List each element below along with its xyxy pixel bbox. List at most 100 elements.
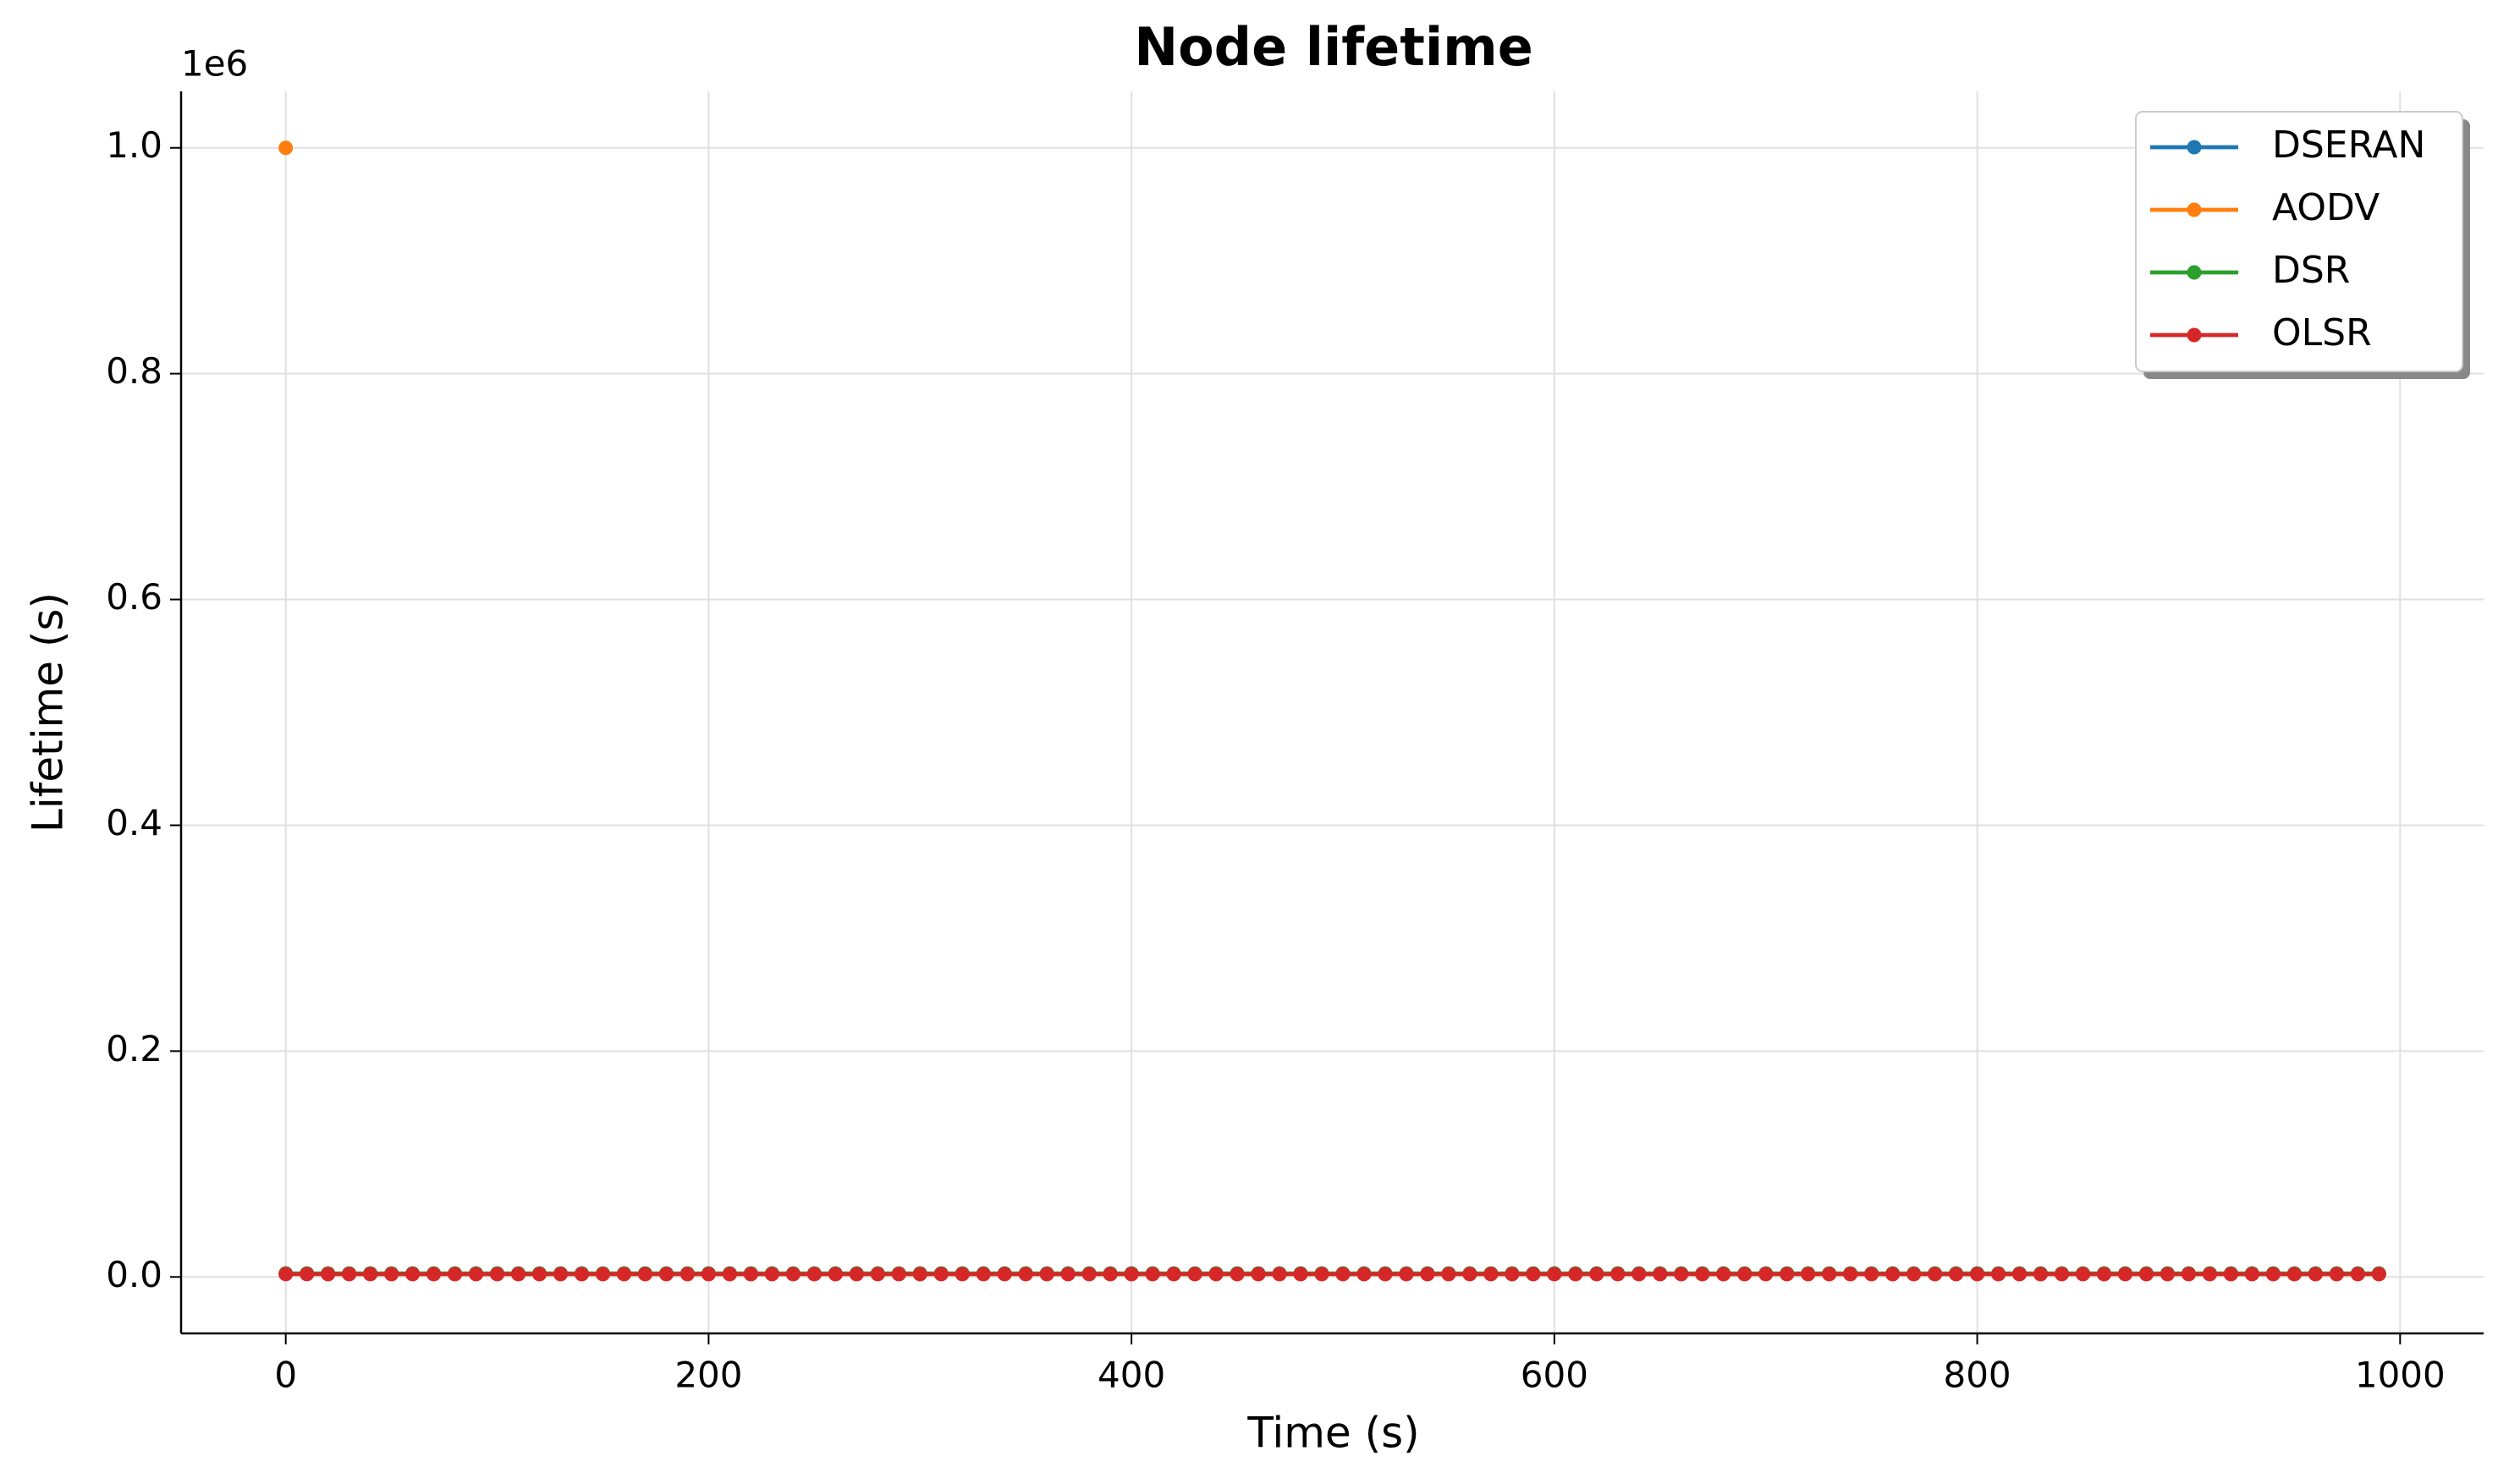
data-point [1822,1267,1837,1282]
data-point [955,1267,970,1282]
y-tick-label: 0.4 [106,802,162,844]
data-point [743,1267,758,1282]
x-tick-label: 600 [1521,1355,1588,1396]
y-tick-label: 0.6 [106,576,162,618]
legend-marker [2187,202,2202,217]
legend-label: AODV [2272,186,2380,229]
data-point [680,1267,695,1282]
data-point [1631,1267,1647,1282]
x-tick-label: 0 [274,1355,297,1396]
data-point [1547,1267,1562,1282]
legend: DSERAN AODV DSR OLSR [2135,111,2470,379]
data-point [1589,1267,1604,1282]
data-point [1462,1267,1477,1282]
data-point [1610,1267,1626,1282]
x-tick-label: 200 [674,1355,742,1396]
data-point [278,1267,294,1282]
data-point [2286,1267,2302,1282]
data-point [1356,1267,1372,1282]
data-point [997,1267,1012,1282]
data-point [300,1267,315,1282]
data-point [490,1267,505,1282]
y-tick-label: 0.0 [106,1254,162,1295]
data-point [1166,1267,1181,1282]
data-point [1483,1267,1499,1282]
data-point [933,1267,949,1282]
data-point [2371,1267,2386,1282]
data-point [1441,1267,1456,1282]
data-point [1907,1267,1922,1282]
legend-label: DSR [2272,249,2350,292]
data-point [448,1267,463,1282]
x-axis-label: Time (s) [1246,1409,1419,1458]
data-point [1801,1267,1816,1282]
data-point [976,1267,991,1282]
data-point [2223,1267,2238,1282]
data-point [828,1267,843,1282]
data-point [1293,1267,1308,1282]
data-point [701,1267,716,1282]
data-point [1949,1267,1964,1282]
data-point [2076,1267,2091,1282]
data-point [2117,1267,2132,1282]
data-point [342,1267,357,1282]
data-point [1568,1267,1583,1282]
data-point [2138,1267,2154,1282]
data-point [1674,1267,1689,1282]
legend-label: OLSR [2272,311,2372,355]
data-point [1928,1267,1943,1282]
data-point [1378,1267,1393,1282]
data-point [806,1267,822,1282]
y-offset-label: 1e6 [181,43,248,85]
data-point [2055,1267,2070,1282]
data-point [1314,1267,1329,1282]
data-point [2181,1267,2196,1282]
data-point [2350,1267,2365,1282]
data-point [1885,1267,1901,1282]
data-point [891,1267,906,1282]
data-point [849,1267,864,1282]
data-point [870,1267,885,1282]
data-point [722,1267,737,1282]
data-point [1018,1267,1033,1282]
data-point [1991,1267,2006,1282]
data-point [1864,1267,1879,1282]
data-point [1103,1267,1118,1282]
data-point [658,1267,674,1282]
data-point [1843,1267,1858,1282]
data-point [469,1267,484,1282]
data-point [278,140,294,156]
data-point [1335,1267,1351,1282]
x-tick-label: 400 [1098,1355,1165,1396]
data-point [1420,1267,1435,1282]
data-point [574,1267,589,1282]
data-point [1505,1267,1520,1282]
data-point [1230,1267,1245,1282]
data-point [321,1267,336,1282]
data-point [384,1267,399,1282]
data-point [1737,1267,1752,1282]
data-point [785,1267,801,1282]
data-point [2244,1267,2259,1282]
data-point [2202,1267,2217,1282]
data-point [553,1267,569,1282]
data-point [511,1267,526,1282]
data-point [532,1267,547,1282]
data-point [2096,1267,2111,1282]
data-point [2160,1267,2175,1282]
legend-marker [2187,140,2202,155]
data-point [1124,1267,1139,1282]
data-point [363,1267,378,1282]
y-axis-label: Lifetime (s) [24,592,73,833]
data-point [595,1267,610,1282]
data-point [1081,1267,1097,1282]
data-point [2329,1267,2344,1282]
data-point [616,1267,631,1282]
data-point [1526,1267,1541,1282]
data-point [1399,1267,1414,1282]
legend-marker [2187,327,2202,343]
x-tick-label: 1000 [2355,1355,2446,1396]
data-point [1039,1267,1054,1282]
